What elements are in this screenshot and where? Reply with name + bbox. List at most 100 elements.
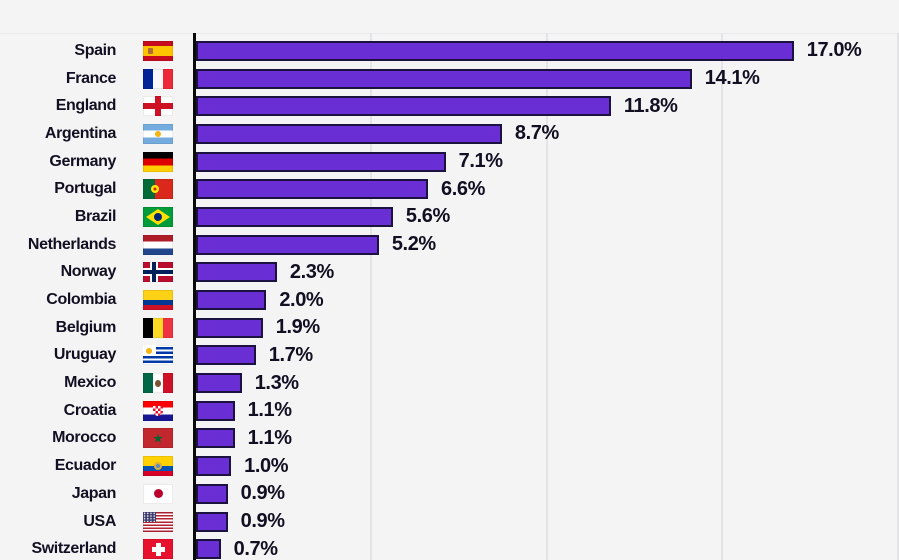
france-flag-icon xyxy=(143,68,173,89)
bar-track: 14.1% xyxy=(196,67,760,90)
value-label: 0.9% xyxy=(240,510,285,533)
value-label: 1.0% xyxy=(244,454,289,477)
bar-track: 1.0% xyxy=(196,454,289,478)
country-label: Ecuador xyxy=(54,457,117,475)
chart-row: Netherlands 5.2% xyxy=(0,231,899,259)
value-label: 1.9% xyxy=(275,316,320,339)
colombia-flag-icon xyxy=(143,290,173,311)
value-label: 0.7% xyxy=(233,537,278,560)
country-label: Brazil xyxy=(74,207,117,225)
chart-row: Uruguay 1.7% xyxy=(0,342,899,370)
bar-track: 1.1% xyxy=(196,399,292,422)
y-axis-line xyxy=(193,33,196,560)
bar-track: 5.2% xyxy=(196,233,436,256)
chart-row: Morocco 1.1% xyxy=(0,425,899,453)
bar-track: 2.0% xyxy=(196,288,324,312)
value-label: 1.1% xyxy=(247,399,292,422)
country-label: England xyxy=(55,97,117,115)
chart-row: Ecuador 1.0% xyxy=(0,452,899,480)
bar xyxy=(196,400,235,421)
country-label: USA xyxy=(83,512,116,530)
switzerland-flag-icon xyxy=(143,539,173,560)
country-label: Uruguay xyxy=(53,346,117,364)
country-label: Colombia xyxy=(46,291,116,309)
bar-track: 5.6% xyxy=(196,205,450,228)
chart-row: Mexico 1.3% xyxy=(0,369,899,397)
value-label: 0.9% xyxy=(240,482,285,505)
value-label: 5.2% xyxy=(391,233,436,256)
bar-track: 17.0% xyxy=(196,39,862,62)
uruguay-flag-icon xyxy=(143,345,173,366)
value-label: 8.7% xyxy=(514,122,559,145)
spain-flag-icon xyxy=(143,40,173,61)
bar-track: 1.3% xyxy=(196,372,299,395)
value-label: 6.6% xyxy=(441,177,486,200)
bar xyxy=(196,373,242,394)
plot-top-border xyxy=(0,33,899,34)
bar xyxy=(196,262,277,283)
value-label: 2.0% xyxy=(279,288,324,311)
country-label: Mexico xyxy=(64,374,116,392)
bar xyxy=(196,345,256,366)
gridline-20pct xyxy=(897,33,899,560)
england-flag-icon xyxy=(143,96,173,117)
chart-row: Croatia 1.1% xyxy=(0,397,899,425)
argentina-flag-icon xyxy=(143,123,173,144)
value-label: 1.7% xyxy=(268,343,313,366)
value-label: 17.0% xyxy=(806,39,862,62)
bar-track: 0.9% xyxy=(196,510,285,533)
ecuador-flag-icon xyxy=(143,456,173,477)
country-label: Croatia xyxy=(63,401,117,419)
bar xyxy=(196,511,228,532)
bar-track: 1.7% xyxy=(196,344,313,367)
morocco-flag-icon xyxy=(143,428,173,449)
chart-row: Switzerland 0.7% xyxy=(0,535,899,560)
chart-row: Brazil 5.6% xyxy=(0,203,899,231)
japan-flag-icon xyxy=(143,483,173,504)
country-label: Morocco xyxy=(52,429,116,447)
gridline-10pct xyxy=(545,33,548,560)
norway-flag-icon xyxy=(143,262,173,283)
bar xyxy=(196,151,446,172)
country-label: France xyxy=(65,69,116,87)
chart-row: Colombia 2.0% xyxy=(0,286,899,314)
netherlands-flag-icon xyxy=(143,234,173,255)
chart-row: Norway 2.3% xyxy=(0,259,899,287)
country-label: Norway xyxy=(60,263,117,281)
gridline-15pct xyxy=(721,33,724,560)
bar-track: 0.9% xyxy=(196,482,285,505)
portugal-flag-icon xyxy=(143,179,173,200)
chart-row: Japan 0.9% xyxy=(0,480,899,508)
value-label: 14.1% xyxy=(704,67,760,90)
country-label: Belgium xyxy=(55,318,117,336)
chart-row: Argentina 8.7% xyxy=(0,120,899,148)
bar-track: 11.8% xyxy=(196,95,678,118)
country-label: Netherlands xyxy=(27,235,116,253)
bar-track: 8.7% xyxy=(196,122,559,145)
chart-rows: Spain 17.0% France 14.1% England 11.8% Argenti… xyxy=(0,37,899,560)
bar xyxy=(196,96,611,117)
bar xyxy=(196,68,692,89)
chart-row: England 11.8% xyxy=(0,92,899,120)
germany-flag-icon xyxy=(143,151,173,172)
chart-row: France 14.1% xyxy=(0,65,899,93)
value-label: 7.1% xyxy=(458,150,503,173)
usa-flag-icon xyxy=(143,511,173,532)
bar-track: 0.7% xyxy=(196,538,278,560)
country-label: Germany xyxy=(49,152,116,170)
croatia-flag-icon xyxy=(143,400,173,421)
mexico-flag-icon xyxy=(143,373,173,394)
bar xyxy=(196,539,221,560)
country-label: Portugal xyxy=(54,180,116,198)
belgium-flag-icon xyxy=(143,317,173,338)
country-label: Switzerland xyxy=(31,540,116,558)
chart-row: Belgium 1.9% xyxy=(0,314,899,342)
bar-track: 1.9% xyxy=(196,316,320,339)
country-label: Spain xyxy=(74,41,116,59)
bar xyxy=(196,234,379,255)
value-label: 5.6% xyxy=(405,205,450,228)
value-label: 1.1% xyxy=(247,426,292,449)
chart-row: USA 0.9% xyxy=(0,508,899,536)
bar xyxy=(196,123,502,144)
